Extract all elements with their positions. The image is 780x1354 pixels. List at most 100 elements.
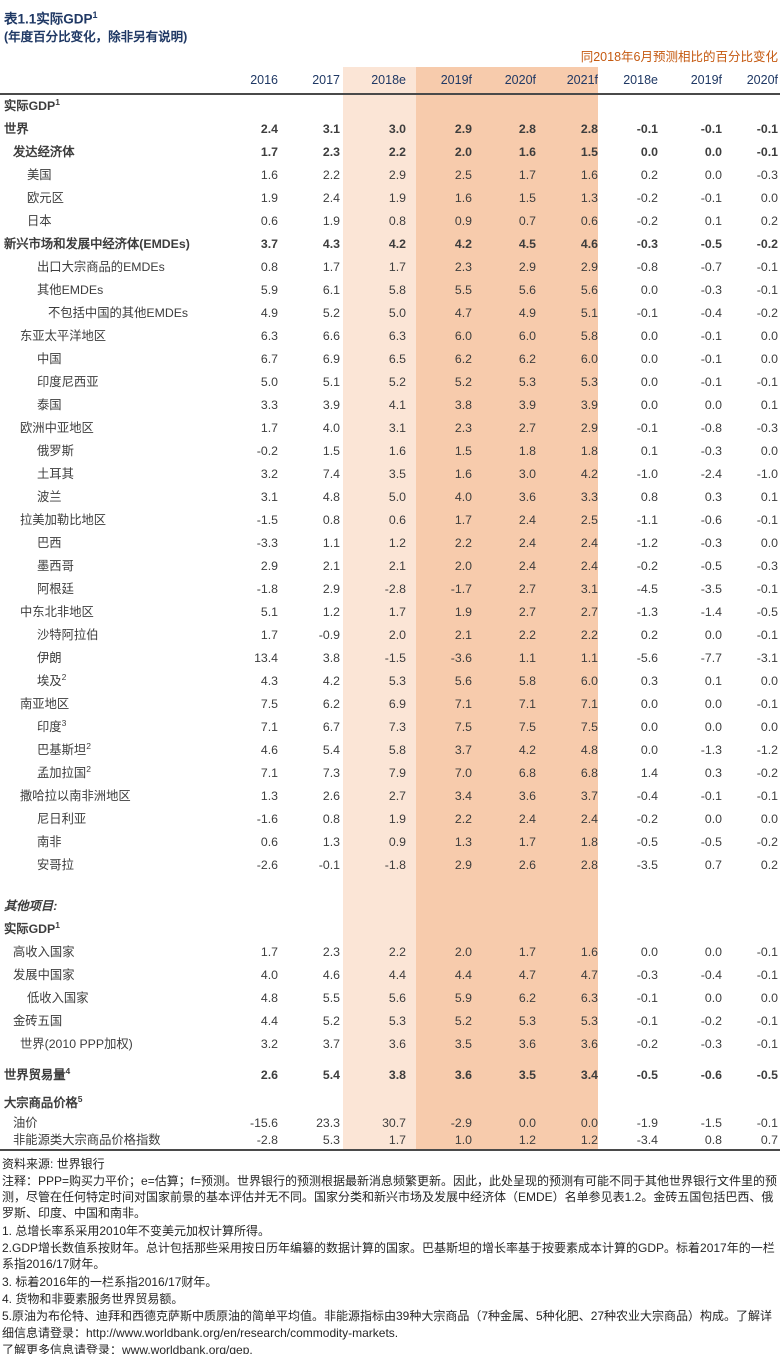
value-cell: 4.3 xyxy=(260,673,278,688)
row-label: 伊朗 xyxy=(0,647,215,670)
value-cell: 3.2 xyxy=(260,466,278,481)
value-cell: 2.3 xyxy=(454,420,472,435)
value-cell: 0.0 xyxy=(640,374,658,389)
value-cell: 0.0 xyxy=(704,627,722,642)
value-cell: 1.3 xyxy=(454,834,472,849)
footnote-marker: 1 xyxy=(55,919,60,930)
table-row: 俄罗斯 -0.2 1.5 1.6 1.5 1.8 1.8 0.1 -0.3 0.0 xyxy=(0,440,780,463)
table-row: 泰国 3.3 3.9 4.1 3.8 3.9 3.9 0.0 0.0 0.1 xyxy=(0,394,780,417)
table-row: 中国 6.7 6.9 6.5 6.2 6.2 6.0 0.0 -0.1 0.0 xyxy=(0,348,780,371)
value-cell: -0.3 xyxy=(636,236,658,251)
value-cell: 0.3 xyxy=(640,673,658,688)
value-cell: 6.8 xyxy=(518,765,536,780)
value-cell: 1.6 xyxy=(260,167,278,182)
value-cell: 0.0 xyxy=(640,719,658,734)
value-cell: 1.5 xyxy=(454,443,472,458)
value-cell: 6.2 xyxy=(518,990,536,1005)
value-cell: 2.4 xyxy=(580,811,598,826)
value-cell: 7.1 xyxy=(518,696,536,711)
table-row: 新兴市场和发展中经济体(EMDEs) 3.7 4.3 4.2 4.2 4.5 4.6 -0.3… xyxy=(0,233,780,256)
value-cell: 1.7 xyxy=(518,944,536,959)
value-cell: 5.1 xyxy=(260,604,278,619)
value-cell: 1.5 xyxy=(518,190,536,205)
row-label: 中国 xyxy=(0,348,215,371)
value-cell: 2.9 xyxy=(454,857,472,872)
value-cell: 2.1 xyxy=(388,558,406,573)
row-label: 世界贸易量4 xyxy=(0,1064,215,1087)
column-header: 2020f xyxy=(746,72,778,87)
value-cell: 3.0 xyxy=(518,466,536,481)
value-cell: 1.7 xyxy=(260,627,278,642)
table-row: 撒哈拉以南非洲地区 1.3 2.6 2.7 3.4 3.6 3.7 -0.4 -0.1 -0.1 xyxy=(0,785,780,808)
value-cell: 6.2 xyxy=(454,351,472,366)
row-label-text: 巴西 xyxy=(37,535,62,550)
value-cell: 7.3 xyxy=(388,719,406,734)
value-cell: 4.6 xyxy=(260,742,278,757)
value-cell: -2.6 xyxy=(256,857,278,872)
value-cell: 0.6 xyxy=(388,512,406,527)
value-cell: 3.8 xyxy=(454,397,472,412)
row-label-text: 其他EMDEs xyxy=(37,282,104,297)
value-cell: 6.2 xyxy=(518,351,536,366)
value-cell: -1.8 xyxy=(256,581,278,596)
page-title-footnote-marker: 1 xyxy=(92,10,98,20)
value-cell: 0.0 xyxy=(760,535,778,550)
value-cell: 2.0 xyxy=(454,944,472,959)
table-row: 欧元区 1.9 2.4 1.9 1.6 1.5 1.3 -0.2 -0.1 0.0 xyxy=(0,187,780,210)
value-cell: 0.0 xyxy=(518,1115,536,1130)
table-row: 南亚地区 7.5 6.2 6.9 7.1 7.1 7.1 0.0 0.0 -0.1 xyxy=(0,693,780,716)
value-cell: 0.8 xyxy=(322,512,340,527)
section-row: 大宗商品价格5 xyxy=(0,1092,780,1115)
table-row: 东亚太平洋地区 6.3 6.6 6.3 6.0 6.0 5.8 0.0 -0.1 0.0 xyxy=(0,325,780,348)
column-header: 2021f xyxy=(566,72,598,87)
value-cell: 2.0 xyxy=(454,558,472,573)
footnote-line: 注释：PPP=购买力平价；e=估算；f=预测。世界银行的预测根据最新消息频繁更新… xyxy=(2,1173,778,1221)
value-cell: 7.1 xyxy=(454,696,472,711)
value-cell: -0.2 xyxy=(700,1013,722,1028)
row-label-text: 印度尼西亚 xyxy=(37,374,99,389)
row-label-text: 实际GDP xyxy=(4,98,56,113)
value-cell: 3.6 xyxy=(518,489,536,504)
column-header: 2020f xyxy=(504,72,536,87)
row-label: 沙特阿拉伯 xyxy=(0,624,215,647)
value-cell: 1.6 xyxy=(454,466,472,481)
table-row: 出口大宗商品的EMDEs 0.8 1.7 1.7 2.3 2.9 2.9 -0.8 -0.7 -0… xyxy=(0,256,780,279)
value-cell: 6.1 xyxy=(322,282,340,297)
value-cell: -0.3 xyxy=(700,535,722,550)
value-cell: -0.6 xyxy=(700,512,722,527)
value-cell: 0.0 xyxy=(640,144,658,159)
row-label: 拉美加勒比地区 xyxy=(0,509,215,532)
value-cell: 5.8 xyxy=(388,282,406,297)
value-cell: 1.8 xyxy=(580,443,598,458)
row-label-text: 印度 xyxy=(37,719,62,734)
value-cell: 2.5 xyxy=(580,512,598,527)
value-cell: 3.9 xyxy=(518,397,536,412)
value-cell: 7.5 xyxy=(260,696,278,711)
table-row: 高收入国家 1.7 2.3 2.2 2.0 1.7 1.6 0.0 0.0 -0.1 xyxy=(0,941,780,964)
row-label: 俄罗斯 xyxy=(0,440,215,463)
value-cell: -0.2 xyxy=(636,213,658,228)
table-row: 阿根廷 -1.8 2.9 -2.8 -1.7 2.7 3.1 -4.5 -3.5 -0.1 xyxy=(0,578,780,601)
header-rule xyxy=(0,92,780,95)
value-cell: 0.0 xyxy=(760,719,778,734)
value-cell: 6.0 xyxy=(454,328,472,343)
footnote-line: 5.原油为布伦特、迪拜和西德克萨斯中质原油的简单平均值。非能源指标由39种大宗商… xyxy=(2,1309,773,1340)
table-row: 油价 -15.6 23.3 30.7 -2.9 0.0 0.0 -1.9 -1.5 -0.1 xyxy=(0,1115,780,1132)
value-cell: 1.8 xyxy=(518,443,536,458)
value-cell: 1.2 xyxy=(388,535,406,550)
value-cell: -0.5 xyxy=(756,604,778,619)
value-cell: 0.3 xyxy=(704,765,722,780)
row-label: 新兴市场和发展中经济体(EMDEs) xyxy=(0,233,215,256)
value-cell: 0.2 xyxy=(760,857,778,872)
value-cell: -1.6 xyxy=(256,811,278,826)
row-label-text: 中国 xyxy=(37,351,62,366)
value-cell: 5.5 xyxy=(454,282,472,297)
row-label: 实际GDP1 xyxy=(0,918,215,941)
value-cell: -1.2 xyxy=(756,742,778,757)
value-cell: 2.9 xyxy=(580,420,598,435)
value-cell: 1.7 xyxy=(454,512,472,527)
row-label: 泰国 xyxy=(0,394,215,417)
value-cell: -0.4 xyxy=(636,788,658,803)
row-label: 印度3 xyxy=(0,716,215,739)
row-label-text: 欧元区 xyxy=(27,190,64,205)
